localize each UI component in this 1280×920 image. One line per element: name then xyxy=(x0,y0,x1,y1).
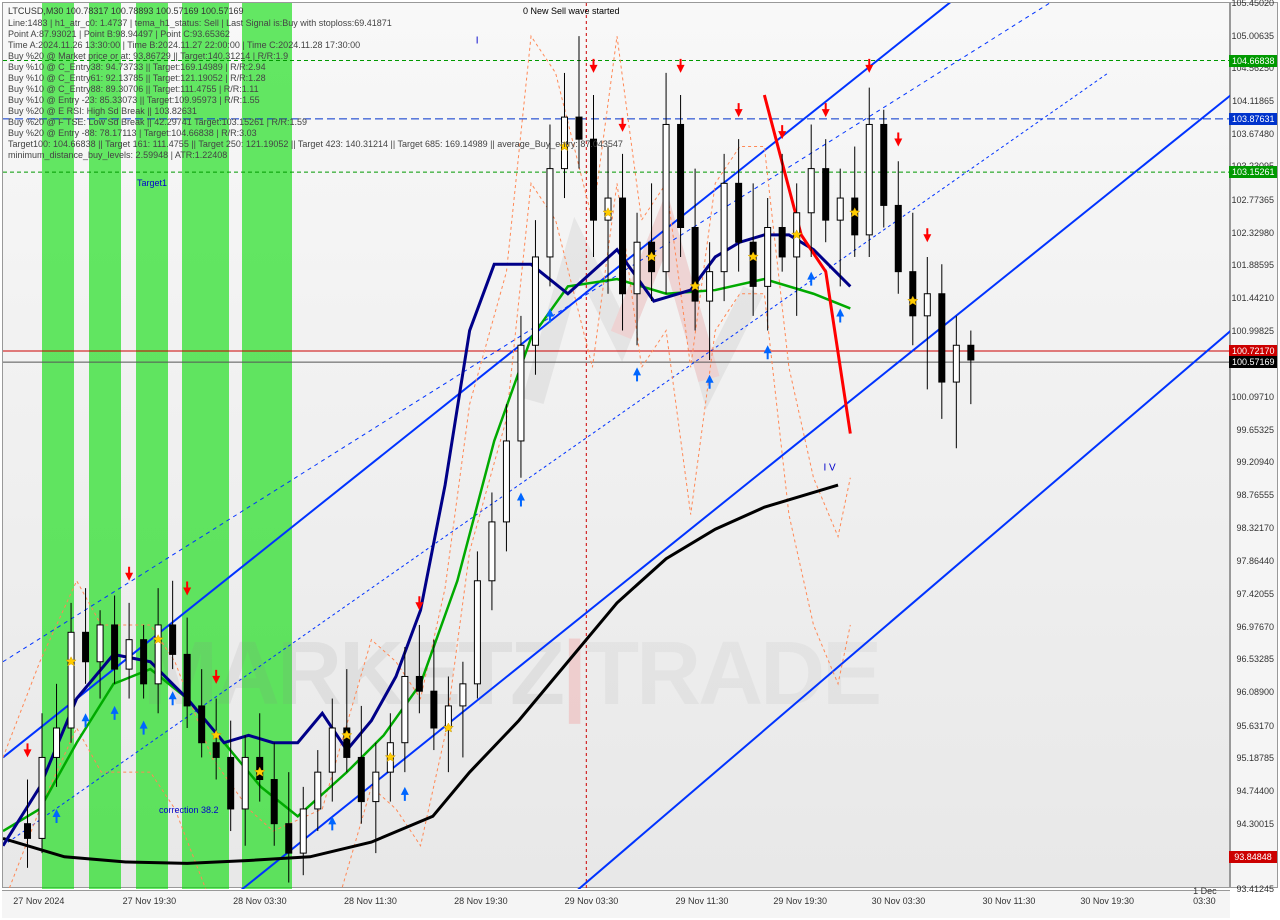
y-axis-tick: 97.42055 xyxy=(1229,589,1274,599)
x-axis-tick: 27 Nov 19:30 xyxy=(123,896,177,906)
correction-label: correction 38.2 xyxy=(159,805,219,815)
y-axis-tick: 105.45020 xyxy=(1229,0,1274,8)
x-axis-tick: 28 Nov 11:30 xyxy=(344,896,397,906)
x-axis-tick: 30 Nov 19:30 xyxy=(1080,896,1134,906)
info-line: Buy %10 @ Entry -23: 85.33073 || Target:… xyxy=(8,95,260,105)
y-axis-tick: 101.88595 xyxy=(1229,260,1274,270)
info-line: Buy %10 @ C_Entry88: 89.30706 || Target:… xyxy=(8,84,259,94)
y-axis-tick: 105.00635 xyxy=(1229,31,1274,41)
info-line: Target100: 104.66838 || Target 161: 111.… xyxy=(8,139,623,149)
price-level-label: 103.87631 xyxy=(1229,113,1277,125)
y-axis-tick: 100.09710 xyxy=(1229,392,1274,402)
info-line: Point A:87.93021 | Point B:98.94497 | Po… xyxy=(8,29,230,39)
y-axis-tick: 93.41245 xyxy=(1229,884,1274,894)
x-axis-tick: 27 Nov 2024 xyxy=(13,896,64,906)
y-axis-tick: 104.11865 xyxy=(1229,96,1274,106)
x-axis-tick: 28 Nov 19:30 xyxy=(454,896,508,906)
y-axis-tick: 95.63170 xyxy=(1229,721,1274,731)
y-axis-tick: 98.76555 xyxy=(1229,490,1274,500)
y-axis-tick: 96.53285 xyxy=(1229,654,1274,664)
price-level-label: 93.84848 xyxy=(1229,851,1277,863)
x-axis-tick: 30 Nov 11:30 xyxy=(983,896,1036,906)
x-axis-tick: 30 Nov 03:30 xyxy=(872,896,926,906)
info-line: Buy %20 @ Entry -88: 78.17113 | Target:1… xyxy=(8,128,257,138)
chart-title: LTCUSD,M30 100.78317 100.78893 100.57169… xyxy=(8,6,244,16)
price-level-label: 103.15261 xyxy=(1229,166,1277,178)
y-axis-tick: 95.18785 xyxy=(1229,753,1274,763)
info-line: Time A:2024.11.26 13:30:00 | Time B:2024… xyxy=(8,40,360,50)
svg-text:I: I xyxy=(476,35,479,46)
x-axis-tick: 28 Nov 03:30 xyxy=(233,896,287,906)
info-line: Buy %20 @ Market price or at: 93.86729 |… xyxy=(8,51,288,61)
x-axis-tick: 29 Nov 19:30 xyxy=(773,896,827,906)
target1-label: Target1 xyxy=(137,178,167,188)
info-line: Line:1483 | h1_atr_c0: 1.4737 | tema_h1_… xyxy=(8,18,392,28)
x-axis-tick: 1 Dec 03:30 xyxy=(1193,886,1218,906)
svg-text:I V: I V xyxy=(823,462,836,473)
y-axis-tick: 94.30015 xyxy=(1229,819,1274,829)
info-line: Buy %20 @ F TSE: Low Sd Break || 42.2974… xyxy=(8,117,307,127)
y-axis-tick: 99.20940 xyxy=(1229,457,1274,467)
info-line: minimum_distance_buy_levels: 2.59948 | A… xyxy=(8,150,227,160)
y-axis-tick: 100.99825 xyxy=(1229,326,1274,336)
y-axis: 105.45020105.00635104.56250104.11865103.… xyxy=(1230,2,1278,888)
y-axis-tick: 96.08900 xyxy=(1229,687,1274,697)
info-line: Buy %10 @ C_Entry38: 94.73733 || Target:… xyxy=(8,62,266,72)
y-axis-tick: 99.65325 xyxy=(1229,425,1274,435)
x-axis-tick: 29 Nov 11:30 xyxy=(676,896,729,906)
y-axis-tick: 103.67480 xyxy=(1229,129,1274,139)
price-level-label: 104.66838 xyxy=(1229,55,1277,67)
info-line: Buy %10 @ C_Entry61: 92.13785 || Target:… xyxy=(8,73,266,83)
y-axis-tick: 101.44210 xyxy=(1229,293,1274,303)
y-axis-tick: 102.77365 xyxy=(1229,195,1274,205)
wave-status-text: 0 New Sell wave started xyxy=(523,6,620,16)
y-axis-tick: 94.74400 xyxy=(1229,786,1274,796)
y-axis-tick: 102.32980 xyxy=(1229,228,1274,238)
x-axis: 27 Nov 2024 27 Nov 19:30 28 Nov 03:30 28 No… xyxy=(2,890,1230,918)
y-axis-tick: 98.32170 xyxy=(1229,523,1274,533)
chart-area[interactable]: MARKETZ|TRADE I VI LTCUSD,M30 100.78317 … xyxy=(2,2,1230,888)
price-level-label: 100.57169 xyxy=(1229,356,1277,368)
x-axis-tick: 29 Nov 03:30 xyxy=(565,896,619,906)
info-line: Buy %20 @ E RSI: High Sd Break || 103.82… xyxy=(8,106,197,116)
y-axis-tick: 97.86440 xyxy=(1229,556,1274,566)
y-axis-tick: 96.97670 xyxy=(1229,622,1274,632)
